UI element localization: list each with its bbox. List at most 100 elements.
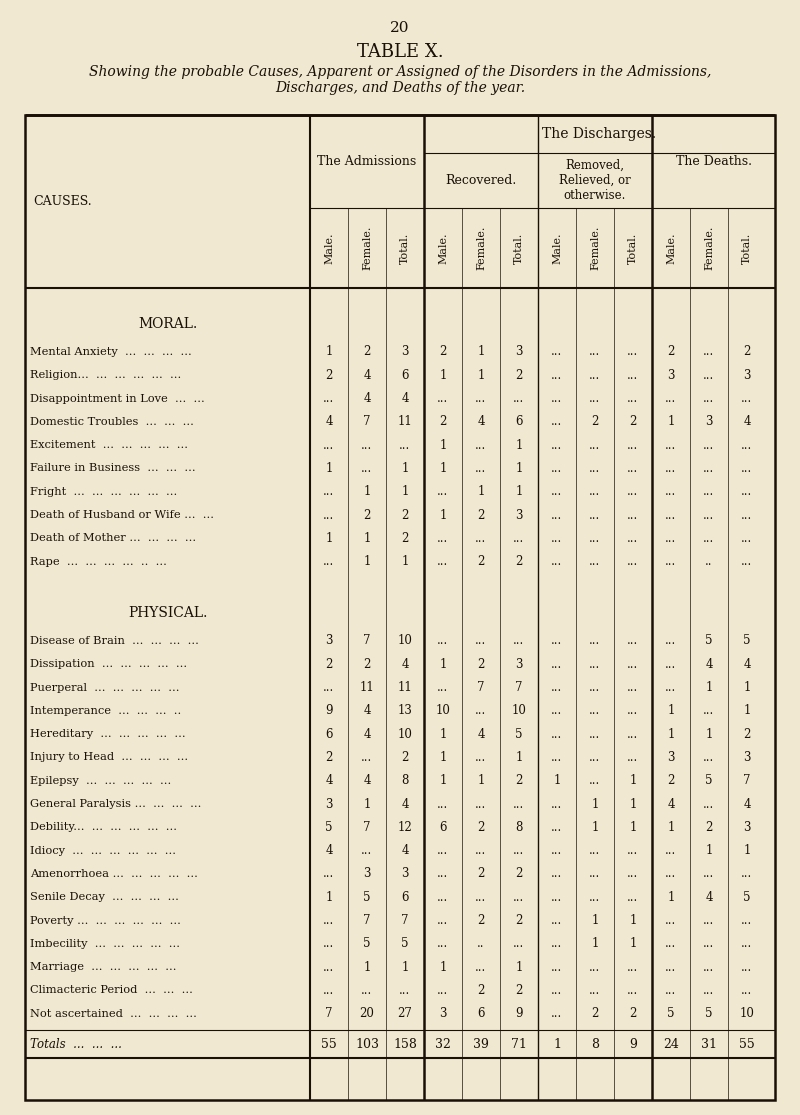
Text: ...: ... [551, 961, 562, 973]
Text: 12: 12 [398, 821, 412, 834]
Text: ...: ... [362, 462, 373, 475]
Text: 4: 4 [478, 728, 485, 740]
Text: 1: 1 [515, 462, 522, 475]
Text: Excitement  ...  ...  ...  ...  ...: Excitement ... ... ... ... ... [30, 440, 188, 450]
Text: ...: ... [323, 485, 334, 498]
Text: 4: 4 [402, 797, 409, 811]
Text: CAUSES.: CAUSES. [33, 195, 92, 209]
Text: 1: 1 [591, 938, 598, 950]
Text: 1: 1 [515, 750, 522, 764]
Text: ...: ... [742, 867, 753, 881]
Text: Female.: Female. [476, 226, 486, 270]
Text: 4: 4 [363, 705, 370, 717]
Text: ...: ... [438, 844, 449, 857]
Text: ...: ... [514, 634, 525, 648]
Text: ...: ... [666, 438, 677, 452]
Text: ...: ... [438, 938, 449, 950]
Text: 2: 2 [439, 416, 446, 428]
Text: 4: 4 [743, 797, 750, 811]
Text: ...: ... [551, 681, 562, 694]
Text: 2: 2 [363, 658, 370, 671]
Text: Fright  ...  ...  ...  ...  ...  ...: Fright ... ... ... ... ... ... [30, 487, 178, 497]
Text: 1: 1 [667, 705, 674, 717]
Text: 3: 3 [667, 369, 674, 381]
Text: Recovered.: Recovered. [446, 174, 517, 187]
Text: ...: ... [590, 532, 601, 545]
Text: ...: ... [590, 983, 601, 997]
Text: ...: ... [627, 961, 638, 973]
Text: Totals  ...  ...  ...: Totals ... ... ... [30, 1038, 122, 1050]
Text: ...: ... [627, 485, 638, 498]
Text: ...: ... [551, 821, 562, 834]
Text: ...: ... [703, 462, 714, 475]
Text: 2: 2 [478, 867, 485, 881]
Text: Dissipation  ...  ...  ...  ...  ...: Dissipation ... ... ... ... ... [30, 659, 187, 669]
Text: 1: 1 [706, 681, 713, 694]
Text: 32: 32 [435, 1038, 451, 1050]
Text: 11: 11 [398, 416, 412, 428]
Text: ...: ... [551, 938, 562, 950]
Text: 2: 2 [667, 346, 674, 358]
Text: 4: 4 [363, 728, 370, 740]
Text: 1: 1 [402, 462, 409, 475]
Text: ...: ... [627, 844, 638, 857]
Text: 2: 2 [402, 508, 409, 522]
Text: 31: 31 [701, 1038, 717, 1050]
Text: ...: ... [551, 728, 562, 740]
Text: 4: 4 [402, 658, 409, 671]
Text: 10: 10 [435, 705, 450, 717]
Text: 1: 1 [515, 438, 522, 452]
Text: ...: ... [666, 555, 677, 569]
Text: ...: ... [551, 797, 562, 811]
Text: Amenorrhoea ...  ...  ...  ...  ...: Amenorrhoea ... ... ... ... ... [30, 869, 198, 879]
Text: 1: 1 [630, 821, 637, 834]
Text: 4: 4 [743, 658, 750, 671]
Text: 2: 2 [478, 555, 485, 569]
Text: 4: 4 [478, 416, 485, 428]
Text: 1: 1 [743, 844, 750, 857]
Text: 1: 1 [706, 844, 713, 857]
Text: ...: ... [703, 392, 714, 405]
Text: Injury to Head  ...  ...  ...  ...: Injury to Head ... ... ... ... [30, 753, 188, 763]
Text: 3: 3 [706, 416, 713, 428]
Text: ...: ... [475, 438, 486, 452]
Text: 2: 2 [515, 914, 522, 927]
Text: ...: ... [703, 938, 714, 950]
Text: ...: ... [438, 867, 449, 881]
Text: 5: 5 [363, 938, 370, 950]
Text: ...: ... [590, 774, 601, 787]
Text: ...: ... [438, 555, 449, 569]
Text: 2: 2 [630, 416, 637, 428]
Text: Hereditary  ...  ...  ...  ...  ...: Hereditary ... ... ... ... ... [30, 729, 186, 739]
Text: Total.: Total. [514, 232, 524, 263]
Text: ...: ... [551, 532, 562, 545]
Text: ...: ... [590, 392, 601, 405]
Text: 2: 2 [515, 867, 522, 881]
Text: 7: 7 [363, 416, 370, 428]
Text: ...: ... [666, 462, 677, 475]
Text: Female.: Female. [590, 226, 600, 270]
Text: 6: 6 [515, 416, 522, 428]
Text: ...: ... [742, 485, 753, 498]
Text: ...: ... [590, 462, 601, 475]
Text: ...: ... [514, 891, 525, 904]
Text: 2: 2 [478, 914, 485, 927]
Text: 1: 1 [439, 728, 446, 740]
Text: ...: ... [666, 508, 677, 522]
Text: ..: .. [478, 938, 485, 950]
Text: 5: 5 [667, 1007, 674, 1020]
Text: ...: ... [551, 438, 562, 452]
Text: 2: 2 [515, 774, 522, 787]
Text: 2: 2 [326, 750, 333, 764]
Text: ...: ... [475, 462, 486, 475]
Text: 1: 1 [363, 961, 370, 973]
Text: 1: 1 [439, 438, 446, 452]
Text: 9: 9 [515, 1007, 522, 1020]
Text: 3: 3 [439, 1007, 446, 1020]
Text: ..: .. [706, 555, 713, 569]
Text: 2: 2 [706, 821, 713, 834]
Text: ...: ... [551, 369, 562, 381]
Text: Total.: Total. [400, 232, 410, 263]
Text: 6: 6 [439, 821, 446, 834]
Text: 1: 1 [439, 961, 446, 973]
